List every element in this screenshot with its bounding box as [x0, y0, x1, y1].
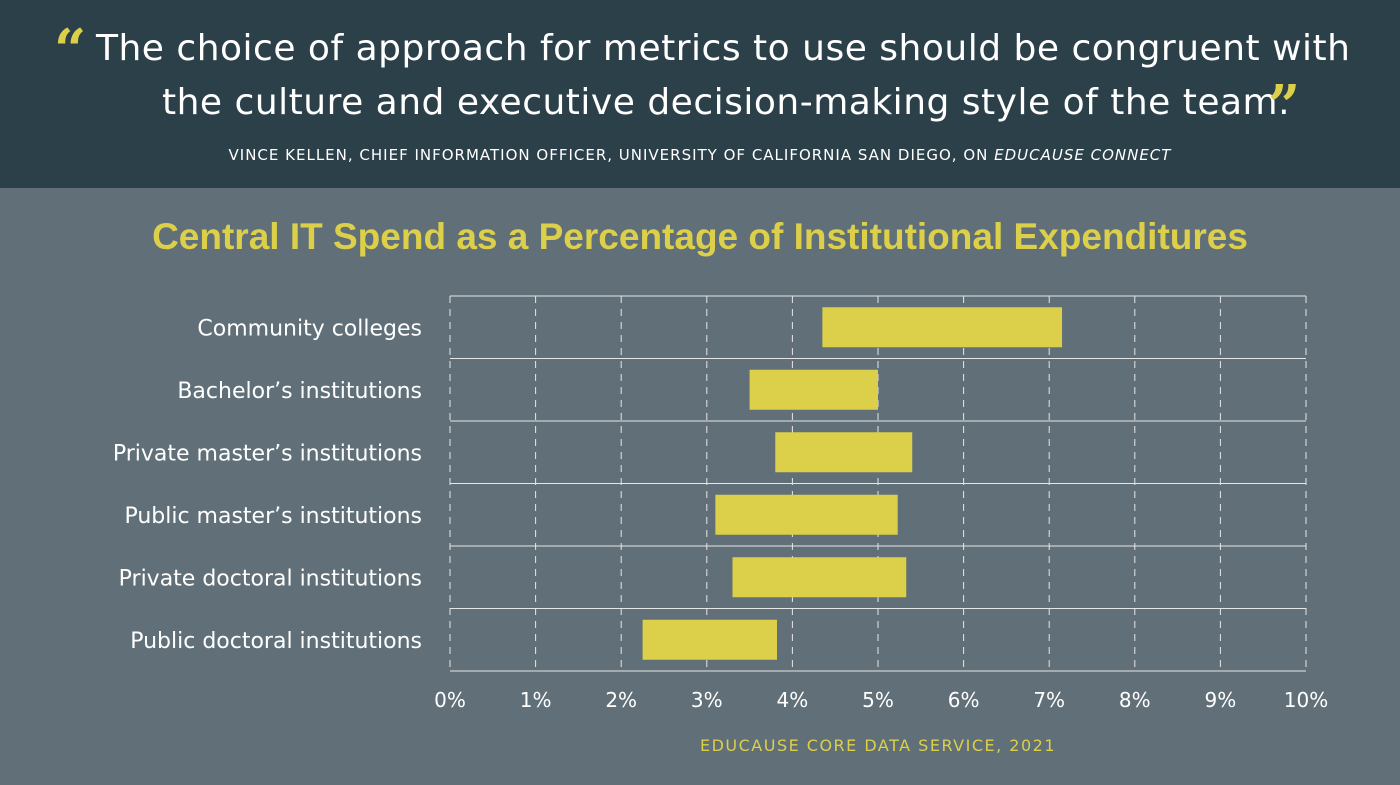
x-tick-label: 5%: [862, 688, 894, 712]
category-label: Private master’s institutions: [113, 441, 422, 466]
attribution-text: VINCE KELLEN, CHIEF INFORMATION OFFICER,…: [228, 146, 995, 164]
range-bar: [822, 307, 1063, 348]
quote-attribution: VINCE KELLEN, CHIEF INFORMATION OFFICER,…: [0, 146, 1400, 164]
chart-title: Central IT Spend as a Percentage of Inst…: [152, 216, 1248, 257]
category-label: Bachelor’s institutions: [177, 379, 422, 404]
range-bar: [642, 619, 777, 660]
range-bar: [715, 494, 898, 535]
x-tick-label: 1%: [520, 688, 552, 712]
attribution-source: EDUCAUSE CONNECT: [994, 146, 1172, 164]
close-quote-mark: ”: [1268, 73, 1301, 139]
source-note: EDUCAUSE CORE DATA SERVICE, 2021: [699, 736, 1057, 755]
chart-grid: [449, 295, 1307, 672]
x-tick-label: 10%: [1284, 688, 1328, 712]
category-label: Public doctoral institutions: [130, 629, 422, 654]
x-tick-label: 7%: [1033, 688, 1065, 712]
x-tick-label: 0%: [434, 688, 466, 712]
chart-bars: [642, 307, 1063, 660]
category-label: Community colleges: [197, 316, 422, 341]
x-tick-label: 4%: [777, 688, 809, 712]
quote-line-2: the culture and executive decision-makin…: [162, 82, 1291, 123]
category-label: Public master’s institutions: [124, 504, 422, 529]
quote-line-1: The choice of approach for metrics to us…: [96, 28, 1351, 69]
x-tick-label: 6%: [948, 688, 980, 712]
category-label: Private doctoral institutions: [119, 566, 422, 591]
range-bar: [775, 432, 913, 473]
x-tick-label: 2%: [605, 688, 637, 712]
open-quote-mark: “: [54, 17, 87, 83]
range-bar: [749, 369, 878, 410]
quote-banner: “ The choice of approach for metrics to …: [0, 0, 1400, 188]
x-tick-label: 8%: [1119, 688, 1151, 712]
chart-labels: 0% 1% 2% 3% 4% 5% 6% 7% 8% 9% 10% Community college…: [113, 316, 1328, 712]
x-tick-label: 3%: [691, 688, 723, 712]
range-bar: [732, 557, 907, 598]
x-tick-label: 9%: [1205, 688, 1237, 712]
